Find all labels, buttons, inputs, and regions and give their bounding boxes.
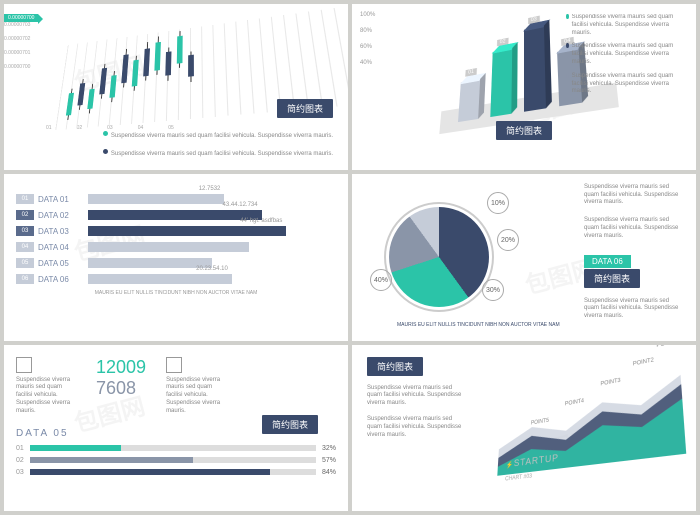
p3-row: 02DATA 0243.44.12.734 bbox=[16, 210, 336, 220]
p3-footer: MAURIS EU ELIT NULLIS TINCIDUNT NIBH NON… bbox=[16, 290, 336, 296]
p4-data-badge: DATA 06 bbox=[584, 255, 631, 268]
p1-legend: 简约图表 Suspendisse viverra mauris sed quam… bbox=[103, 99, 333, 160]
p3-row: 05DATA 05 bbox=[16, 258, 336, 268]
p2-yaxis: 100% 80% 60% 40% bbox=[360, 12, 375, 76]
p3-rows: 01DATA 0112.7532 02DATA 0243.44.12.734 03D… bbox=[16, 194, 336, 284]
p5-row: 0257% bbox=[16, 457, 336, 464]
p6-title: 简约图表 bbox=[367, 357, 423, 376]
p4-callout-20: 20% bbox=[497, 229, 519, 251]
p1-arrow-label: 0.00000700 bbox=[4, 14, 38, 22]
panel-startup: 包图网 简约图表 Suspendisse viverra mauris sed … bbox=[352, 345, 696, 511]
p5-stat-1: 12009 bbox=[96, 357, 146, 378]
p4-callout-30: 30% bbox=[482, 279, 504, 301]
p5-stat-2: 7608 bbox=[96, 378, 146, 399]
p6-text: Suspendisse viverra mauris sed quam faci… bbox=[367, 385, 467, 440]
panel-stats: 包图网 Suspendisse viverra mauris sed quam … bbox=[4, 345, 348, 511]
p5-title: 简约图表 bbox=[262, 415, 318, 434]
p4-callout-10: 10% bbox=[487, 192, 509, 214]
p3-row: 04DATA 04 bbox=[16, 242, 336, 252]
square-icon bbox=[16, 357, 32, 373]
p5-top-stats: Suspendisse viverra mauris sed quam faci… bbox=[16, 357, 336, 416]
p1-yaxis: 0.00000700 0.00000703 0.00000702 0.00000… bbox=[4, 14, 38, 78]
p4-sub: MAURIS EU ELIT NULLIS TINCIDUNT NIBH NON… bbox=[397, 322, 560, 329]
panel-pie: 包图网 40% 10% 20% 30% Suspendisse viverra … bbox=[352, 174, 696, 340]
p4-callout-40: 40% bbox=[370, 269, 392, 291]
p4-text-blocks: Suspendisse viverra mauris sed quam faci… bbox=[584, 184, 684, 331]
p4-pie-chart bbox=[389, 207, 489, 307]
p5-row: 0384% bbox=[16, 469, 336, 476]
panel-3d-bars: 包图网 100% 80% 60% 40% 01020304 Suspendiss… bbox=[352, 4, 696, 170]
template-grid: 包图网 0.00000700 0.00000703 0.00000702 0.0… bbox=[0, 0, 700, 515]
p6-chart-area: ⚡STARTUP CHART #03 POINT1 POINT2 POINT3 … bbox=[497, 345, 687, 485]
panel-data-bars: 包图网 01DATA 0112.753202DATA 0243.44.12.73… bbox=[4, 174, 348, 340]
p5-row: 0132% bbox=[16, 445, 336, 452]
p2-title: 简约图表 bbox=[496, 121, 552, 140]
panel-candlestick: 包图网 0.00000700 0.00000703 0.00000702 0.0… bbox=[4, 4, 348, 170]
p3-row: 03DATA 0344' hgt. asdfbas bbox=[16, 226, 336, 236]
square-icon bbox=[166, 357, 182, 373]
p2-legend: Suspendisse viverra mauris sed quam faci… bbox=[566, 14, 686, 102]
p3-row: 06DATA 0620.23.54.10 bbox=[16, 274, 336, 284]
p1-title: 简约图表 bbox=[277, 99, 333, 118]
p5-rows: 0132% 0257% 0384% bbox=[16, 445, 336, 476]
p3-row: 01DATA 0112.7532 bbox=[16, 194, 336, 204]
